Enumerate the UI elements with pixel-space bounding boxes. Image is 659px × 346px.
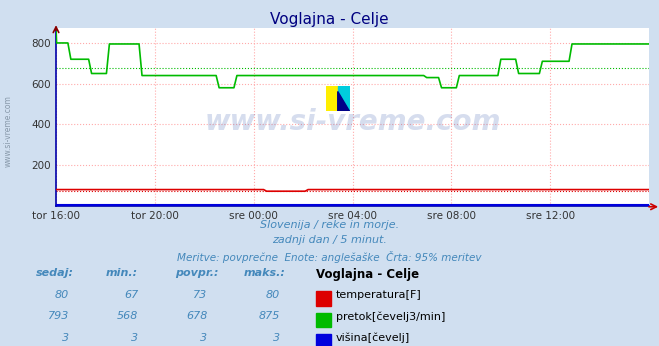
Text: 568: 568 — [117, 311, 138, 321]
Text: min.:: min.: — [105, 268, 138, 278]
Text: 3: 3 — [200, 333, 208, 343]
Text: 3: 3 — [62, 333, 69, 343]
Text: 3: 3 — [273, 333, 280, 343]
Text: 73: 73 — [193, 290, 208, 300]
Text: www.si-vreme.com: www.si-vreme.com — [3, 95, 13, 167]
Text: 80: 80 — [266, 290, 280, 300]
Text: 678: 678 — [186, 311, 208, 321]
Text: zadnji dan / 5 minut.: zadnji dan / 5 minut. — [272, 235, 387, 245]
Text: 67: 67 — [124, 290, 138, 300]
Polygon shape — [338, 91, 350, 111]
Text: Voglajna - Celje: Voglajna - Celje — [270, 12, 389, 27]
Text: sedaj:: sedaj: — [36, 268, 74, 278]
Text: 875: 875 — [259, 311, 280, 321]
Text: pretok[čevelj3/min]: pretok[čevelj3/min] — [336, 311, 445, 321]
Text: višina[čevelj]: višina[čevelj] — [336, 333, 411, 343]
Text: 793: 793 — [48, 311, 69, 321]
Text: 3: 3 — [131, 333, 138, 343]
Text: Slovenija / reke in morje.: Slovenija / reke in morje. — [260, 220, 399, 230]
Text: www.si-vreme.com: www.si-vreme.com — [204, 108, 501, 136]
Text: maks.:: maks.: — [244, 268, 286, 278]
Text: temperatura[F]: temperatura[F] — [336, 290, 422, 300]
Text: Voglajna - Celje: Voglajna - Celje — [316, 268, 419, 281]
Text: 80: 80 — [55, 290, 69, 300]
Text: povpr.:: povpr.: — [175, 268, 218, 278]
Text: Meritve: povprečne  Enote: anglešaške  Črta: 95% meritev: Meritve: povprečne Enote: anglešaške Črt… — [177, 251, 482, 263]
Bar — [338, 86, 350, 111]
Bar — [326, 86, 338, 111]
